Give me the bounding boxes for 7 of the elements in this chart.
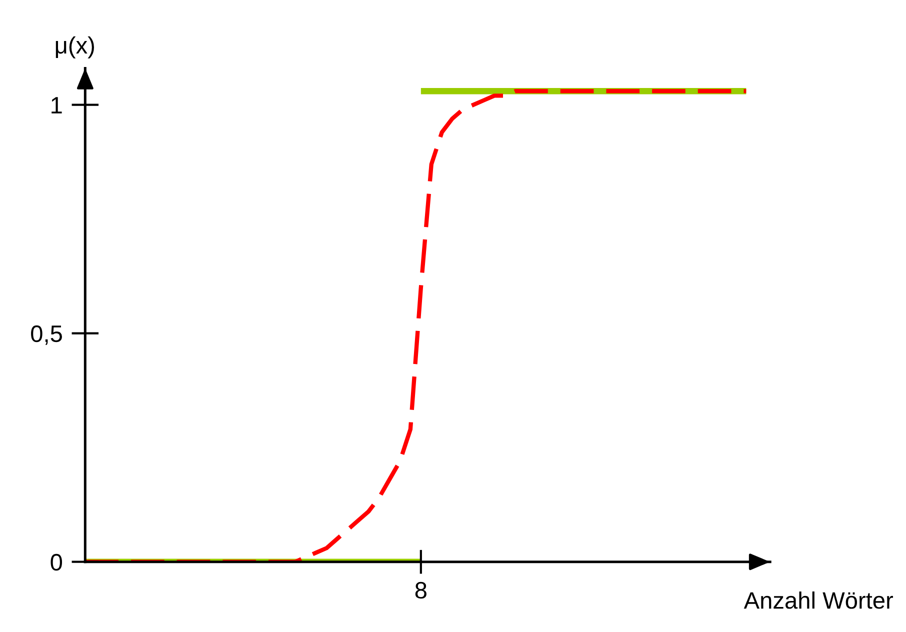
x-tick-label: 8 bbox=[415, 582, 426, 599]
line-series bbox=[85, 89, 748, 562]
x-axis-title: Anzahl Wörter bbox=[744, 591, 894, 609]
y-tick-label: 0,5 bbox=[31, 325, 62, 345]
y-tick-label: 1 bbox=[52, 97, 62, 114]
y-tick-label: 0 bbox=[50, 554, 62, 571]
y-axis-title: μ(x) bbox=[56, 36, 94, 58]
